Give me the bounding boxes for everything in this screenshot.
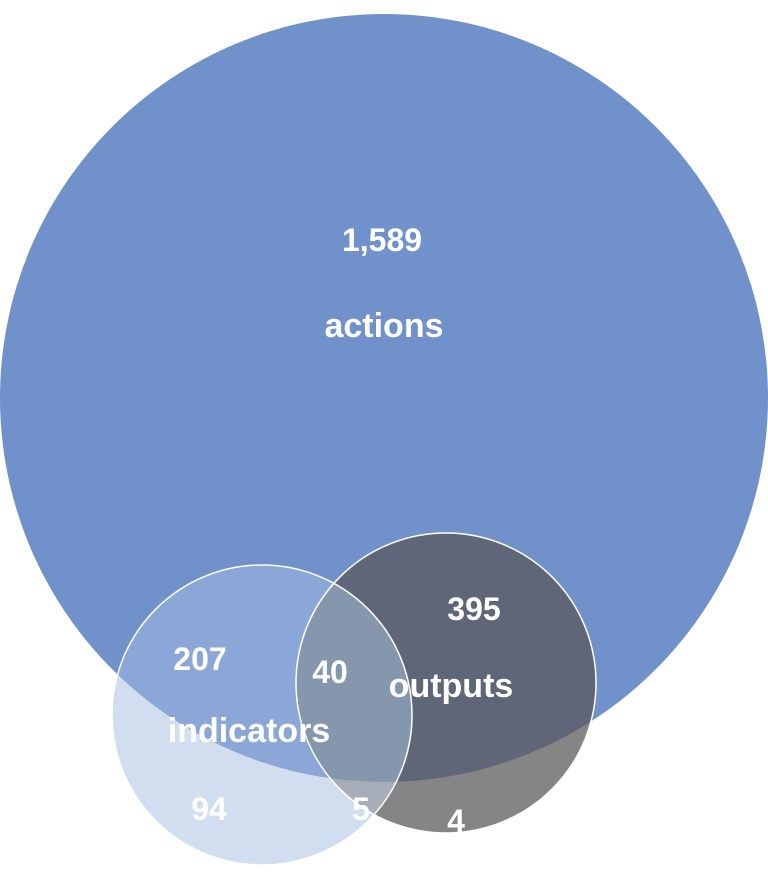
outputs-label: outputs [389, 667, 514, 705]
actions-label: actions [324, 307, 443, 345]
indicators-only-count: 94 [191, 791, 227, 827]
indicators-outline [111, 564, 413, 866]
outputs-only-count: 4 [447, 803, 465, 839]
outputs-outline [295, 532, 597, 834]
indicators-count: 207 [173, 641, 226, 677]
outputs-count: 395 [447, 591, 500, 627]
actions-count: 1,589 [342, 222, 422, 258]
triple-intersection-count: 40 [312, 654, 348, 690]
outputs-indicators-count: 5 [352, 791, 370, 827]
triple-overlap [296, 565, 412, 782]
indicators-label: indicators [168, 712, 330, 750]
